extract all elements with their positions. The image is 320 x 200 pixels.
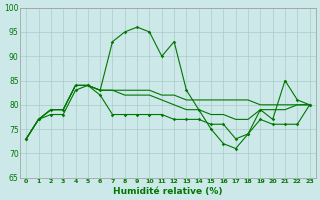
- X-axis label: Humidité relative (%): Humidité relative (%): [113, 187, 223, 196]
